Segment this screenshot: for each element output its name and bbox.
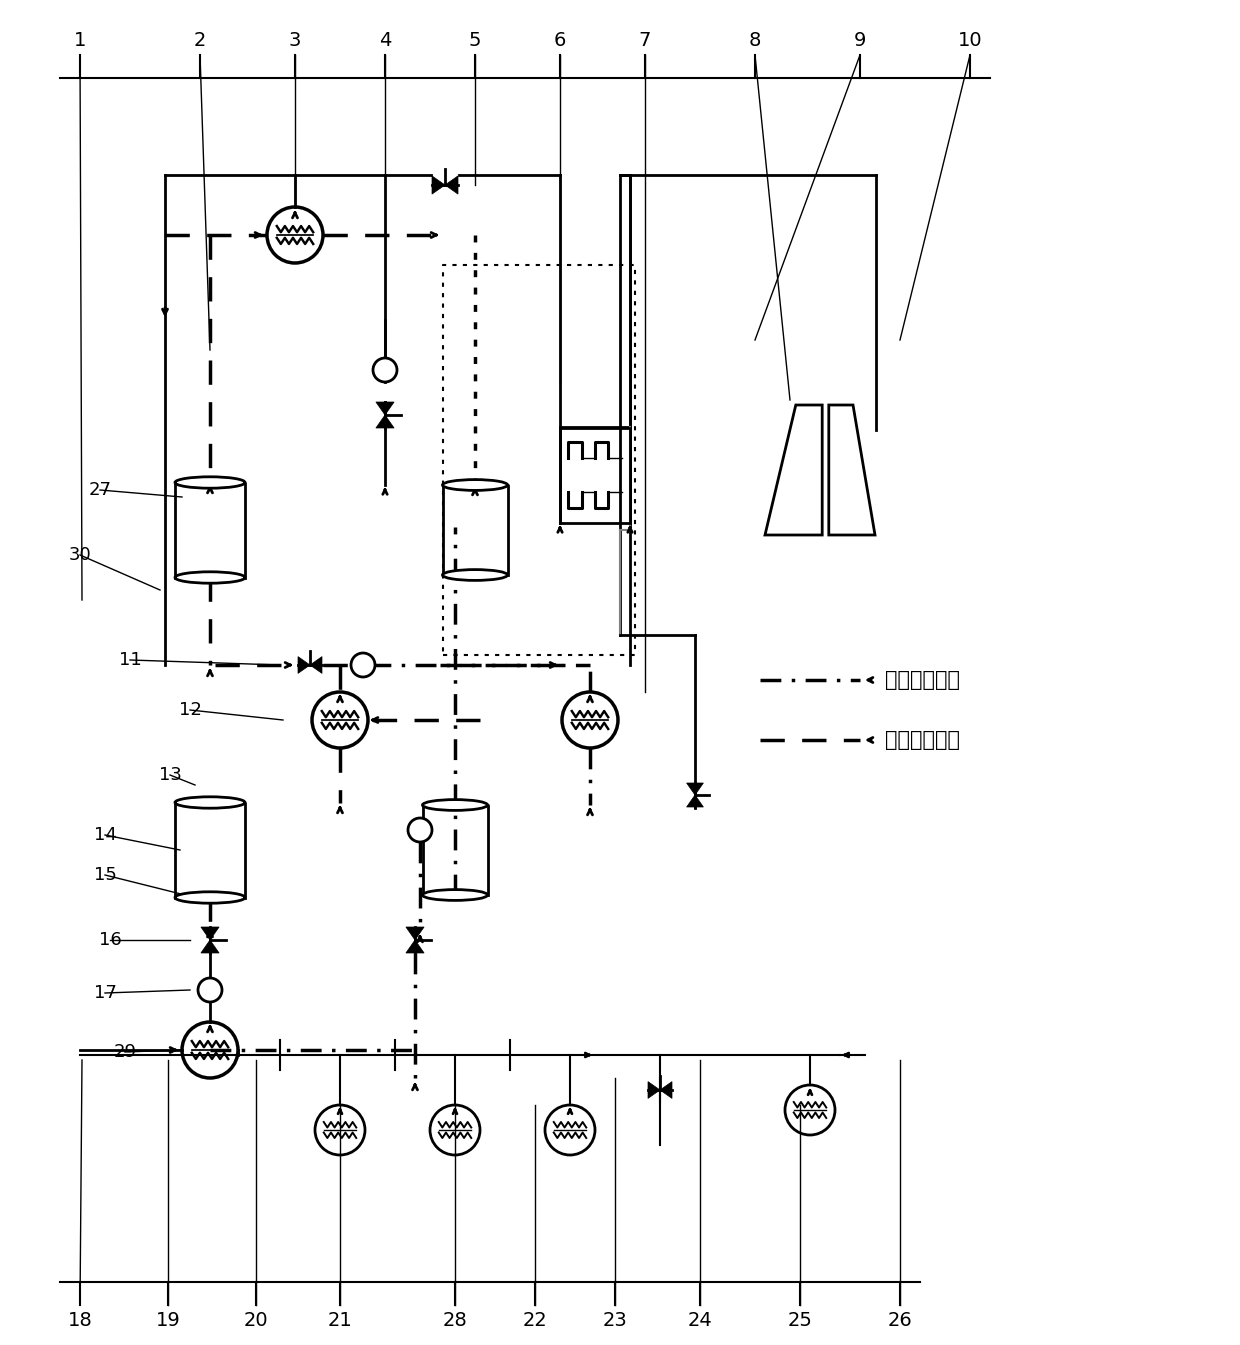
Polygon shape <box>432 176 445 194</box>
Text: 22: 22 <box>522 1310 547 1329</box>
Text: 7: 7 <box>639 31 651 50</box>
Polygon shape <box>649 1081 660 1099</box>
Circle shape <box>408 818 432 842</box>
Text: 26: 26 <box>888 1310 913 1329</box>
Text: 23: 23 <box>603 1310 627 1329</box>
Ellipse shape <box>175 476 246 488</box>
Text: 24: 24 <box>688 1310 712 1329</box>
Circle shape <box>351 654 374 677</box>
Polygon shape <box>376 402 394 416</box>
Text: 18: 18 <box>68 1310 92 1329</box>
Text: 9: 9 <box>854 31 867 50</box>
Text: 4: 4 <box>378 31 391 50</box>
Text: 熔盐放热流程: 熔盐放热流程 <box>885 670 960 690</box>
Polygon shape <box>445 176 458 194</box>
Text: 30: 30 <box>68 546 92 564</box>
Text: 14: 14 <box>93 826 117 845</box>
Polygon shape <box>310 656 322 674</box>
Text: 21: 21 <box>327 1310 352 1329</box>
Text: 1: 1 <box>74 31 87 50</box>
Polygon shape <box>298 656 310 674</box>
Polygon shape <box>660 1081 672 1099</box>
Text: 20: 20 <box>244 1310 268 1329</box>
Ellipse shape <box>175 572 246 584</box>
Text: 17: 17 <box>93 985 117 1002</box>
Text: 11: 11 <box>119 651 141 668</box>
Text: 25: 25 <box>787 1310 812 1329</box>
Polygon shape <box>201 940 219 954</box>
Text: 6: 6 <box>554 31 567 50</box>
Polygon shape <box>201 927 219 940</box>
Polygon shape <box>405 940 424 954</box>
Circle shape <box>198 978 222 1002</box>
Text: 3: 3 <box>289 31 301 50</box>
Ellipse shape <box>443 480 507 491</box>
Polygon shape <box>687 795 703 807</box>
Polygon shape <box>687 783 703 795</box>
Polygon shape <box>376 416 394 428</box>
Text: 8: 8 <box>749 31 761 50</box>
Ellipse shape <box>175 796 246 808</box>
Text: 27: 27 <box>88 482 112 499</box>
Text: 19: 19 <box>156 1310 180 1329</box>
Polygon shape <box>405 927 424 940</box>
Text: 2: 2 <box>193 31 206 50</box>
Ellipse shape <box>443 569 507 581</box>
Text: 12: 12 <box>179 701 201 720</box>
Text: 16: 16 <box>99 931 122 950</box>
Text: 5: 5 <box>469 31 481 50</box>
Text: 13: 13 <box>159 767 181 784</box>
Text: 28: 28 <box>443 1310 467 1329</box>
Ellipse shape <box>175 892 246 904</box>
Ellipse shape <box>423 889 487 900</box>
Text: 熔盐蓄热流程: 熔盐蓄热流程 <box>885 730 960 751</box>
Circle shape <box>373 358 397 382</box>
Text: 29: 29 <box>114 1042 136 1061</box>
Text: 10: 10 <box>957 31 982 50</box>
Text: 15: 15 <box>93 866 117 884</box>
Ellipse shape <box>423 799 487 811</box>
